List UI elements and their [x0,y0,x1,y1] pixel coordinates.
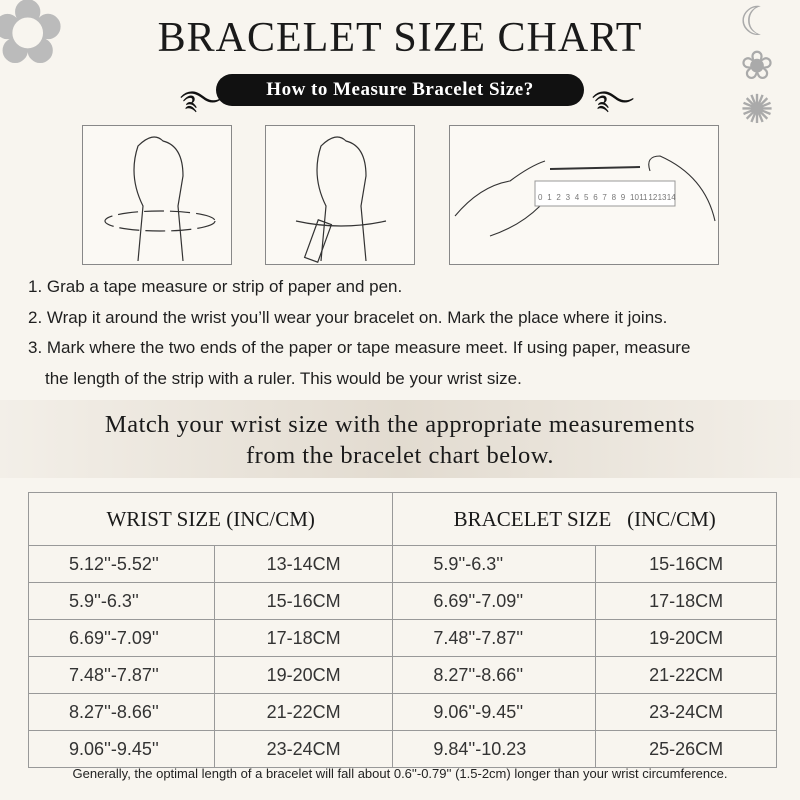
table-row: 5.12''-5.52'' 13-14CM 5.9''-6.3'' 15-16CM [28,545,777,583]
illustration-ruler: 0 1 2 3 4 5 6 7 8 9 10 11 12 13 14 [449,125,719,265]
bracelet-inch-cell: 8.27''-8.66'' [392,656,597,694]
bracelet-cm-cell: 19-20CM [595,619,777,657]
table-row: 7.48''-7.87'' 19-20CM 8.27''-8.66'' 21-22CM [28,656,777,694]
lotus-corner-decoration: ✿ [0,0,66,83]
bracelet-inch-cell: 9.84''-10.23 [392,730,597,768]
table-row: 8.27''-8.66'' 21-22CM 9.06''-9.45'' 23-24CM [28,693,777,731]
wrist-size-header: WRIST SIZE (INC/CM) [27,492,394,546]
ruler-label: 0 [538,193,543,202]
ruler-label: 8 [612,193,617,202]
lotus-hanging-decoration: ☾ ❀ ✺ [739,0,775,132]
wrist-cm-cell: 19-20CM [213,656,394,694]
bracelet-inch-cell: 7.48''-7.87'' [392,619,597,657]
wrist-inch-cell: 5.9''-6.3'' [28,582,215,620]
ruler-label: 12 [648,193,657,202]
step-3: 3. Mark where the two ends of the paper … [28,338,691,357]
page-title: BRACELET SIZE CHART [157,15,643,61]
footnote: Generally, the optimal length of a brace… [72,766,728,781]
banner-line-1: Match your wrist size with the appropria… [104,411,696,438]
wrist-cm-cell: 15-16CM [213,582,394,620]
wrist-inch-cell: 9.06''-9.45'' [28,730,215,768]
wrist-inch-cell: 8.27''-8.66'' [28,693,215,731]
bracelet-size-header: BRACELET SIZE (INC/CM) [392,492,777,546]
match-banner: Match your wrist size with the appropria… [0,400,800,478]
wrist-cm-cell: 17-18CM [213,619,394,657]
wrist-inch-cell: 5.12''-5.52'' [28,545,215,583]
bracelet-inch-cell: 6.69''-7.09'' [392,582,597,620]
ruler-label: 7 [602,193,607,202]
table-row: 6.69''-7.09'' 17-18CM 7.48''-7.87'' 19-20CM [28,619,777,657]
ruler-label: 6 [593,193,598,202]
wrist-cm-cell: 21-22CM [213,693,394,731]
bracelet-inch-cell: 5.9''-6.3'' [392,545,597,583]
ruler-label: 10 [630,193,639,202]
step-2: 2. Wrap it around the wrist you’ll wear … [28,307,668,327]
ruler-label: 11 [639,193,648,202]
bracelet-cm-cell: 15-16CM [595,545,777,583]
wrist-inch-cell: 6.69''-7.09'' [28,619,215,657]
hand-wrap-icon [104,136,216,262]
step-3-continued: the length of the strip with a ruler. Th… [45,368,522,388]
swirl-right-icon: ࿐ [592,85,635,115]
wrist-cm-cell: 13-14CM [213,545,394,583]
ruler-label: 3 [566,193,571,202]
swirl-left-icon: ࿐ [180,85,223,115]
ruler-label: 4 [575,193,580,202]
hands-ruler-icon: 0 1 2 3 4 5 6 7 8 9 10 11 12 13 14 [454,155,716,237]
ruler-label: 14 [667,193,676,202]
wrist-cm-cell: 23-24CM [213,730,394,768]
ruler-label: 9 [621,193,626,202]
ruler-label: 5 [584,193,589,202]
bracelet-inch-cell: 9.06''-9.45'' [392,693,597,731]
bracelet-cm-cell: 25-26CM [595,730,777,768]
bracelet-cm-cell: 17-18CM [595,582,777,620]
illustration-mark-pen [265,125,415,265]
wrist-inch-cell: 7.48''-7.87'' [28,656,215,694]
instruction-steps: 1. Grab a tape measure or strip of paper… [28,272,690,394]
bracelet-cm-cell: 23-24CM [595,693,777,731]
bracelet-cm-cell: 21-22CM [595,656,777,694]
ruler-label: 13 [658,193,667,202]
ruler-label: 2 [556,193,561,202]
table-header-row: WRIST SIZE (INC/CM) BRACELET SIZE (INC/C… [27,492,777,546]
subtitle-pill: How to Measure Bracelet Size? [216,74,584,106]
hand-pen-icon [295,136,387,263]
illustration-hand-wrap [82,125,232,265]
step-1: 1. Grab a tape measure or strip of paper… [28,277,403,296]
ruler-label: 1 [547,193,552,202]
banner-line-2: from the bracelet chart below. [246,442,554,469]
size-chart-table: WRIST SIZE (INC/CM) BRACELET SIZE (INC/C… [27,492,777,768]
table-row: 5.9''-6.3'' 15-16CM 6.69''-7.09'' 17-18CM [28,582,777,620]
table-row: 9.06''-9.45'' 23-24CM 9.84''-10.23 25-26CM [28,730,777,768]
